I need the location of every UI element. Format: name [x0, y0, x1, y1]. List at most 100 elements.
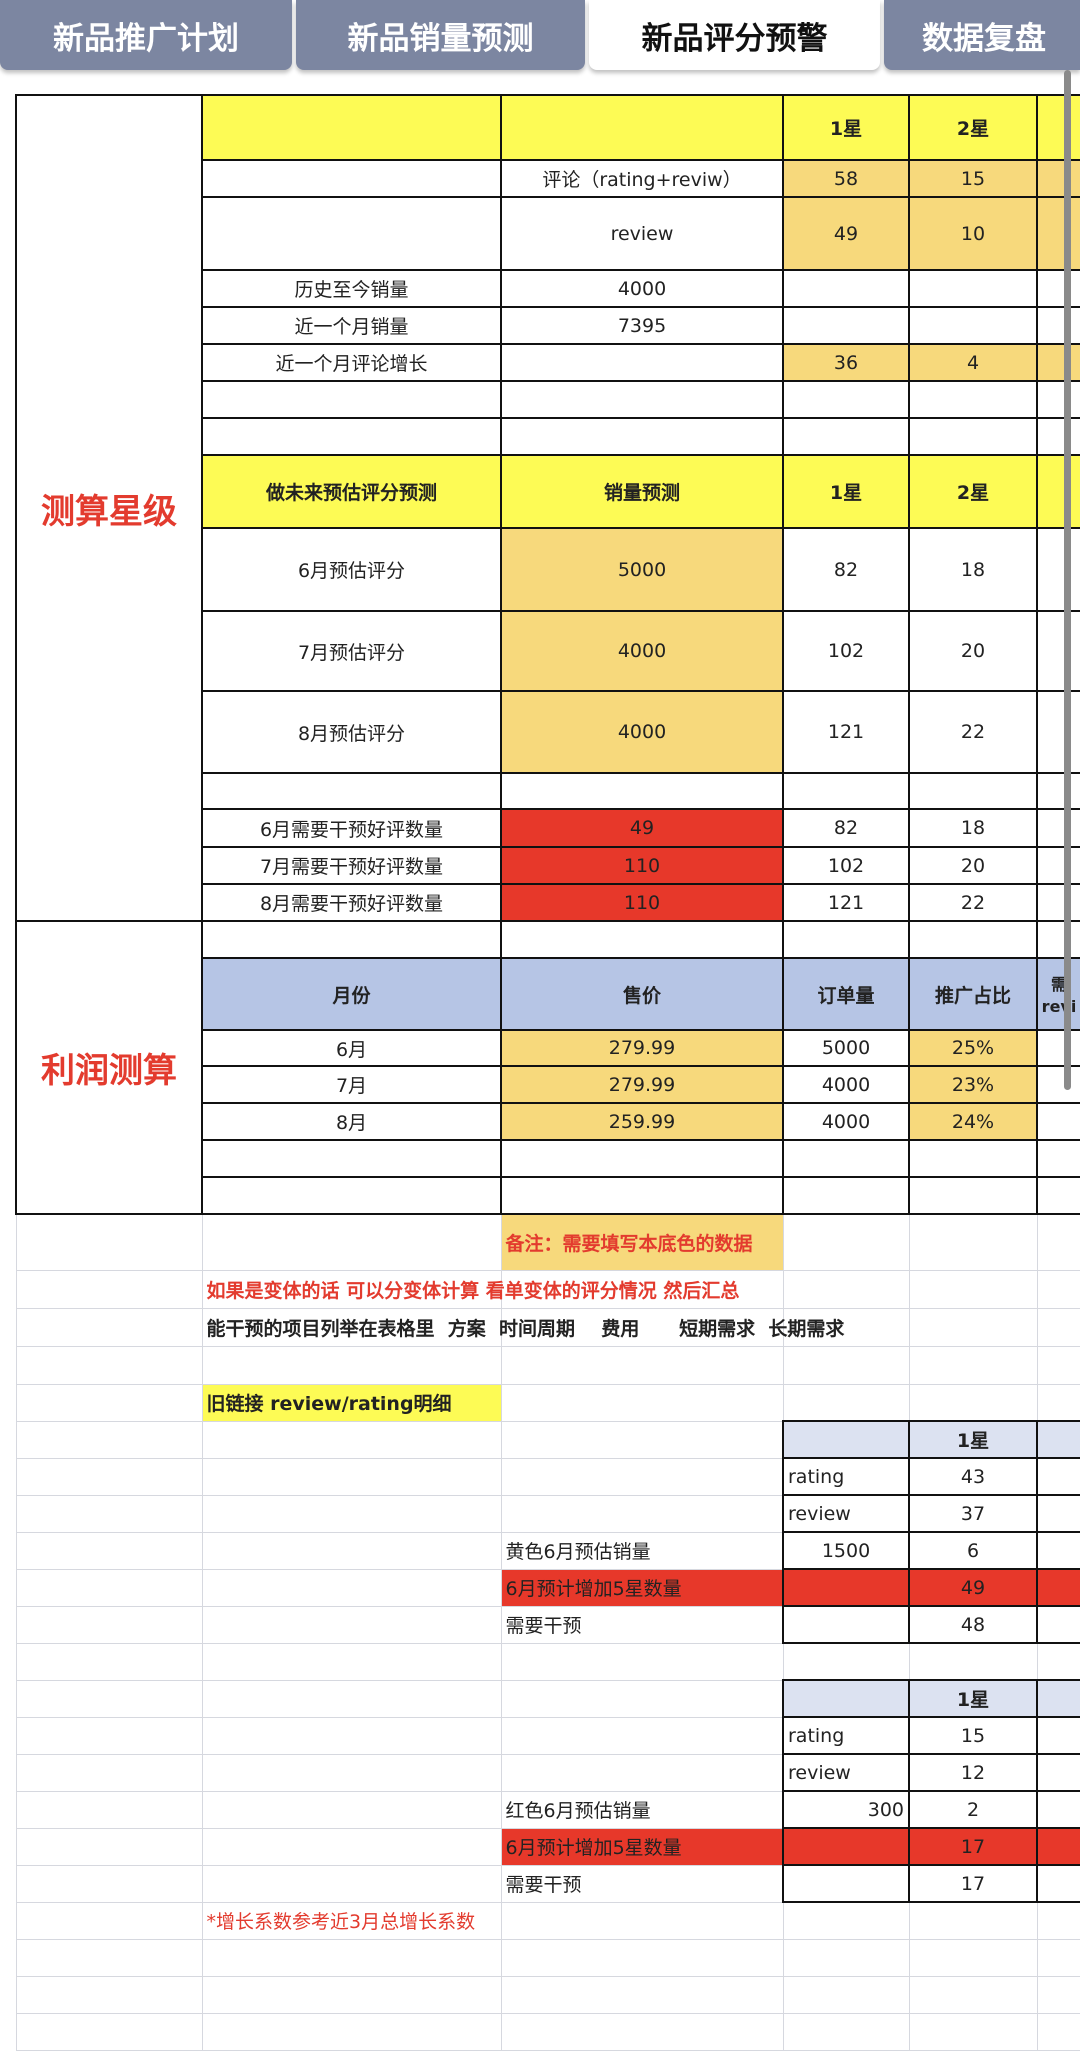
sheet-cell[interactable]: 售价 — [500, 957, 784, 1031]
sheet-cell[interactable] — [15, 1753, 203, 1792]
sheet-cell[interactable] — [500, 1753, 784, 1792]
sheet-cell[interactable]: 102 — [782, 846, 910, 885]
sheet-cell[interactable] — [201, 1494, 502, 1533]
sheet-cell[interactable]: 8月预估评分 — [201, 690, 502, 774]
sheet-cell[interactable]: 17 — [908, 1864, 1038, 1903]
sheet-cell[interactable] — [1036, 417, 1080, 456]
sheet-cell[interactable] — [15, 1827, 203, 1866]
sheet-cell[interactable]: 7月需要干预好评数量 — [201, 846, 502, 885]
sheet-cell[interactable]: 6月 — [201, 1029, 502, 1067]
sheet-cell[interactable] — [908, 380, 1038, 419]
sheet-cell[interactable] — [1036, 1102, 1080, 1141]
sheet-cell[interactable] — [15, 1420, 203, 1459]
sheet-cell[interactable] — [1036, 196, 1080, 271]
sheet-cell[interactable]: 121 — [782, 690, 910, 774]
sheet-cell[interactable] — [782, 1938, 910, 1977]
sheet-cell[interactable] — [908, 1213, 1038, 1271]
sheet-cell[interactable] — [15, 1901, 203, 1940]
sheet-cell[interactable] — [15, 1457, 203, 1496]
sheet-cell[interactable]: 2星 — [908, 454, 1038, 529]
sheet-cell[interactable] — [1036, 159, 1080, 198]
sheet-cell[interactable] — [908, 269, 1038, 308]
sheet-cell[interactable] — [1036, 1716, 1080, 1755]
sheet-cell[interactable] — [500, 380, 784, 419]
sheet-cell[interactable] — [500, 1457, 784, 1496]
sheet-cell[interactable]: 18 — [908, 527, 1038, 612]
sheet-cell[interactable] — [1036, 772, 1080, 810]
sheet-cell[interactable]: 旧链接 review/rating明细 — [201, 1383, 502, 1422]
sheet-cell[interactable] — [908, 1901, 1038, 1940]
sheet-cell[interactable] — [15, 1679, 203, 1718]
sheet-cell[interactable] — [500, 1139, 784, 1178]
sheet-cell[interactable] — [908, 1269, 1038, 1309]
sheet-cell[interactable] — [1036, 1975, 1080, 2014]
sheet-cell[interactable] — [201, 380, 502, 419]
sheet-cell[interactable]: 2 — [908, 1790, 1038, 1829]
sheet-cell[interactable] — [1036, 1307, 1080, 1347]
sheet-cell[interactable]: review — [782, 1753, 910, 1792]
sheet-cell[interactable]: 销量预测 — [500, 454, 784, 529]
sheet-cell[interactable]: 300 — [782, 1790, 910, 1829]
sheet-cell[interactable] — [15, 1383, 203, 1422]
sheet-cell[interactable] — [908, 1383, 1038, 1422]
sheet-cell[interactable]: 7月预估评分 — [201, 610, 502, 692]
sheet-cell[interactable]: 6月需要干预好评数量 — [201, 808, 502, 848]
sheet-cell[interactable]: 279.99 — [500, 1029, 784, 1067]
sheet-cell[interactable]: *增长系数参考近3月总增长系数 — [201, 1901, 502, 1940]
sheet-cell[interactable] — [201, 1753, 502, 1792]
sheet-cell[interactable]: 1星 — [782, 94, 910, 161]
sheet-cell[interactable] — [15, 1790, 203, 1829]
sheet-cell[interactable] — [15, 1568, 203, 1607]
sheet-cell[interactable] — [782, 1568, 910, 1607]
sheet-cell[interactable]: 18 — [908, 808, 1038, 848]
sheet-cell[interactable]: 8月需要干预好评数量 — [201, 883, 502, 922]
sheet-cell[interactable] — [201, 1457, 502, 1496]
sheet-cell[interactable]: 推广占比 — [908, 957, 1038, 1031]
sheet-cell[interactable] — [782, 1269, 910, 1309]
sheet-cell[interactable] — [201, 1679, 502, 1718]
sheet-cell[interactable] — [500, 1383, 784, 1422]
sheet-cell[interactable] — [201, 1176, 502, 1215]
sheet-cell[interactable] — [15, 1345, 203, 1385]
sheet-cell[interactable]: 订单量 — [782, 957, 910, 1031]
sheet-cell[interactable] — [1036, 1642, 1080, 1681]
sheet-cell[interactable]: rating — [782, 1457, 910, 1496]
sheet-cell[interactable]: 备注：需要填写本底色的数据 — [500, 1213, 784, 1271]
sheet-cell[interactable] — [500, 94, 784, 161]
sheet-cell[interactable]: 4000 — [500, 269, 784, 308]
sheet-cell[interactable] — [782, 772, 910, 810]
sheet-cell[interactable]: 做未来预估评分预测 — [201, 454, 502, 529]
sheet-cell[interactable]: 红色6月预估销量 — [500, 1790, 784, 1829]
sheet-cell[interactable] — [908, 772, 1038, 810]
sheet-cell[interactable] — [500, 1420, 784, 1459]
sheet-cell[interactable] — [908, 1642, 1038, 1681]
sheet-cell[interactable] — [1036, 920, 1080, 959]
sheet-cell[interactable] — [782, 1420, 910, 1459]
sheet-cell[interactable] — [1036, 527, 1080, 612]
sheet-cell[interactable]: 17 — [908, 1827, 1038, 1866]
sheet-cell[interactable] — [782, 306, 910, 345]
sheet-cell[interactable] — [15, 2012, 203, 2051]
sheet-cell[interactable] — [15, 1716, 203, 1755]
tab-new-product-sales-forecast[interactable]: 新品销量预测 — [296, 0, 585, 70]
sheet-cell[interactable] — [1036, 1605, 1080, 1644]
sheet-cell[interactable]: 22 — [908, 690, 1038, 774]
sheet-cell[interactable]: 15 — [908, 1716, 1038, 1755]
sheet-cell[interactable] — [782, 1975, 910, 2014]
sheet-cell[interactable] — [1036, 1790, 1080, 1829]
sheet-cell[interactable] — [908, 417, 1038, 456]
sheet-cell[interactable] — [201, 1938, 502, 1977]
sheet-cell[interactable] — [500, 1938, 784, 1977]
sheet-cell[interactable]: 月份 — [201, 957, 502, 1031]
sheet-cell[interactable]: 49 — [500, 808, 784, 848]
sheet-cell[interactable]: 近一个月评论增长 — [201, 343, 502, 382]
sheet-cell[interactable]: 10 — [908, 196, 1038, 271]
sheet-cell[interactable]: 需要干预 — [500, 1864, 784, 1903]
sheet-cell[interactable] — [1036, 269, 1080, 308]
sheet-cell[interactable] — [782, 1605, 910, 1644]
sheet-cell[interactable] — [908, 1139, 1038, 1178]
sheet-cell[interactable] — [500, 2012, 784, 2051]
sheet-cell[interactable] — [1036, 1864, 1080, 1903]
sheet-cell[interactable] — [201, 417, 502, 456]
sheet-cell[interactable]: 110 — [500, 883, 784, 922]
